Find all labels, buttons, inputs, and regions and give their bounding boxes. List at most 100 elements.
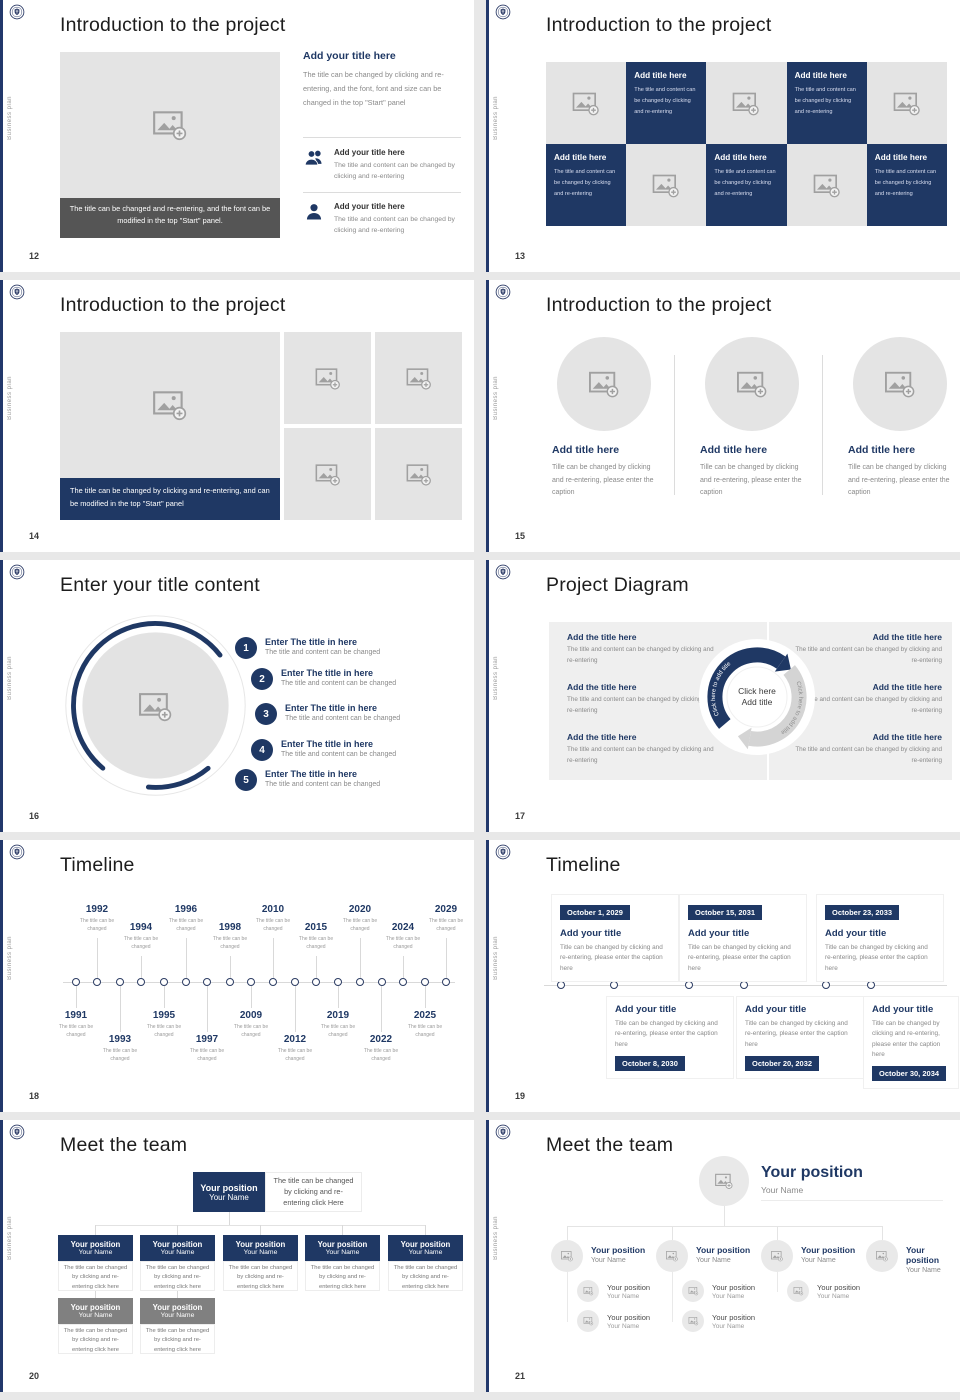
year-label: 1998: [218, 922, 242, 933]
crest-logo-icon: [495, 4, 511, 20]
year-caption: The title can be changed: [233, 1024, 269, 1038]
image-placeholder-icon: [665, 1250, 679, 1262]
image-placeholder-icon: [583, 1316, 594, 1326]
slide-18[interactable]: Business plan Timeline 1992 The title can…: [0, 840, 474, 1112]
year-caption: The title can be changed: [255, 918, 291, 932]
card-title: Add your title: [872, 1004, 934, 1015]
team-member: Your position Your Name: [591, 1245, 645, 1264]
position-label: Your position: [817, 1283, 861, 1292]
cell-title: Add title here: [714, 153, 767, 162]
item-title: Add your title here: [334, 148, 405, 157]
timeline-dot: [740, 981, 748, 989]
slide-15[interactable]: Business plan Introduction to the projec…: [486, 280, 960, 552]
card-text: Title can be changed by clicking and re-…: [615, 1020, 718, 1048]
year-label: 2012: [283, 1034, 307, 1045]
date-badge: October 15, 2031: [688, 905, 763, 920]
image-placeholder-icon: [314, 366, 342, 391]
list-item: Add your title here The title and conten…: [303, 148, 463, 182]
diagram-item: Add the title here The title and content…: [790, 732, 942, 766]
feature-column: Add title here Tille can be changed by c…: [848, 337, 952, 500]
org-note: The title can be changed by clicking and…: [140, 1324, 215, 1354]
image-placeholder: [60, 332, 280, 478]
circle-image-placeholder: [557, 337, 651, 431]
item-text: The title and content can be changed by …: [567, 646, 714, 664]
slide-16[interactable]: Business plan Enter your title content 1…: [0, 560, 474, 832]
item-number-badge: 5: [235, 769, 257, 791]
circle-diagram: [65, 615, 246, 796]
timeline-dot: [93, 978, 101, 986]
slide-20[interactable]: Business plan Meet the team Your positio…: [0, 1120, 474, 1392]
timeline-entry: 2025 The title can be changed: [402, 1010, 448, 1039]
timeline-dot: [399, 978, 407, 986]
image-placeholder-icon: [151, 108, 189, 142]
connector: [777, 1272, 778, 1292]
team-member: Your position Your Name: [696, 1245, 750, 1264]
divider: [303, 137, 461, 138]
item-text: The title and content can be changed by …: [567, 696, 714, 714]
connector: [425, 1225, 426, 1235]
name-label: Your Name: [243, 1249, 278, 1256]
slide-14[interactable]: Business plan Introduction to the projec…: [0, 280, 474, 552]
column-text: Tille can be changed by clicking and re-…: [848, 464, 950, 497]
position-label: Your position: [70, 1303, 121, 1312]
image-placeholder-icon: [812, 172, 842, 199]
connector: [95, 1225, 96, 1235]
column-text: Tille can be changed by clicking and re-…: [552, 464, 654, 497]
slide-19[interactable]: Business plan Timeline October 1, 2029 A…: [486, 840, 960, 1112]
divider: [674, 355, 675, 495]
image-placeholder-icon: [688, 1316, 699, 1326]
checkerboard-grid: Add title here The title and content can…: [546, 62, 947, 226]
cell-text: The title and content can be changed by …: [554, 169, 616, 198]
card-title: Add your title: [688, 928, 750, 939]
position-label: Your position: [801, 1245, 856, 1255]
name-label: Your Name: [591, 1257, 626, 1264]
page-title: Meet the team: [546, 1134, 674, 1156]
name-label: Your Name: [78, 1312, 113, 1319]
image-placeholder-icon: [405, 366, 433, 391]
connector: [120, 986, 121, 1032]
team-member: Your position Your Name: [906, 1245, 960, 1274]
item-title: Add the title here: [872, 682, 942, 692]
cell-text: The title and content can be changed by …: [634, 87, 696, 116]
item-text: The title and content can be changed by …: [334, 162, 455, 181]
item-number-badge: 4: [251, 739, 273, 761]
slide-13[interactable]: Business plan Introduction to the projec…: [486, 0, 960, 272]
timeline-dot: [160, 978, 168, 986]
year-caption: The title can be changed: [79, 918, 115, 932]
name-label: Your Name: [906, 1267, 941, 1274]
connector: [882, 1226, 883, 1240]
slide-21[interactable]: Business plan Meet the team Your positio…: [486, 1120, 960, 1392]
year-label: 2009: [239, 1010, 263, 1021]
timeline-entry: 2029 The title can be changed: [423, 904, 469, 933]
card-title: Add your title: [560, 928, 622, 939]
team-member-sub: Your position Your Name: [712, 1313, 755, 1330]
team-member-sub: Your position Your Name: [712, 1283, 755, 1300]
connector: [338, 986, 339, 1008]
timeline-dot: [442, 978, 450, 986]
text-cell: Add title here The title and content can…: [706, 144, 787, 226]
org-note: The title can be changed by clicking and…: [223, 1261, 298, 1291]
connector: [76, 986, 77, 1008]
timeline-dot: [269, 978, 277, 986]
slide-12[interactable]: Business plan Introduction to the projec…: [0, 0, 474, 272]
cycle-arrows-diagram: Click here to add title Click here to ad…: [699, 639, 815, 755]
connector: [567, 1226, 568, 1240]
diagram-item: Add the title here The title and content…: [790, 682, 942, 716]
timeline-dot: [421, 978, 429, 986]
page-title: Project Diagram: [546, 574, 689, 596]
position-label: Your position: [152, 1303, 203, 1312]
connector: [260, 1225, 261, 1235]
item-title: Add the title here: [872, 732, 942, 742]
timeline-dot: [685, 981, 693, 989]
sidebar-vertical-text: Business plan: [7, 656, 13, 700]
date-badge: October 8, 2030: [615, 1055, 685, 1071]
item-number-badge: 1: [235, 637, 257, 659]
connector: [567, 1226, 882, 1227]
item-text: The title and content can be changed: [285, 715, 401, 722]
timeline-card: October 1, 2029 Add your title Title can…: [551, 894, 679, 982]
item-number-badge: 3: [255, 703, 277, 725]
item-title: Add the title here: [567, 732, 637, 742]
person-icon: [303, 202, 325, 222]
item-number-badge: 2: [251, 668, 273, 690]
slide-17[interactable]: Business plan Project Diagram Add the ti…: [486, 560, 960, 832]
